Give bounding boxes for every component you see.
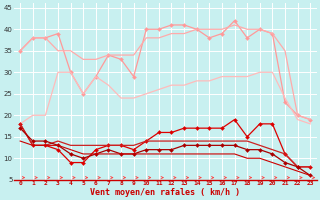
X-axis label: Vent moyen/en rafales ( km/h ): Vent moyen/en rafales ( km/h ) bbox=[90, 188, 240, 197]
